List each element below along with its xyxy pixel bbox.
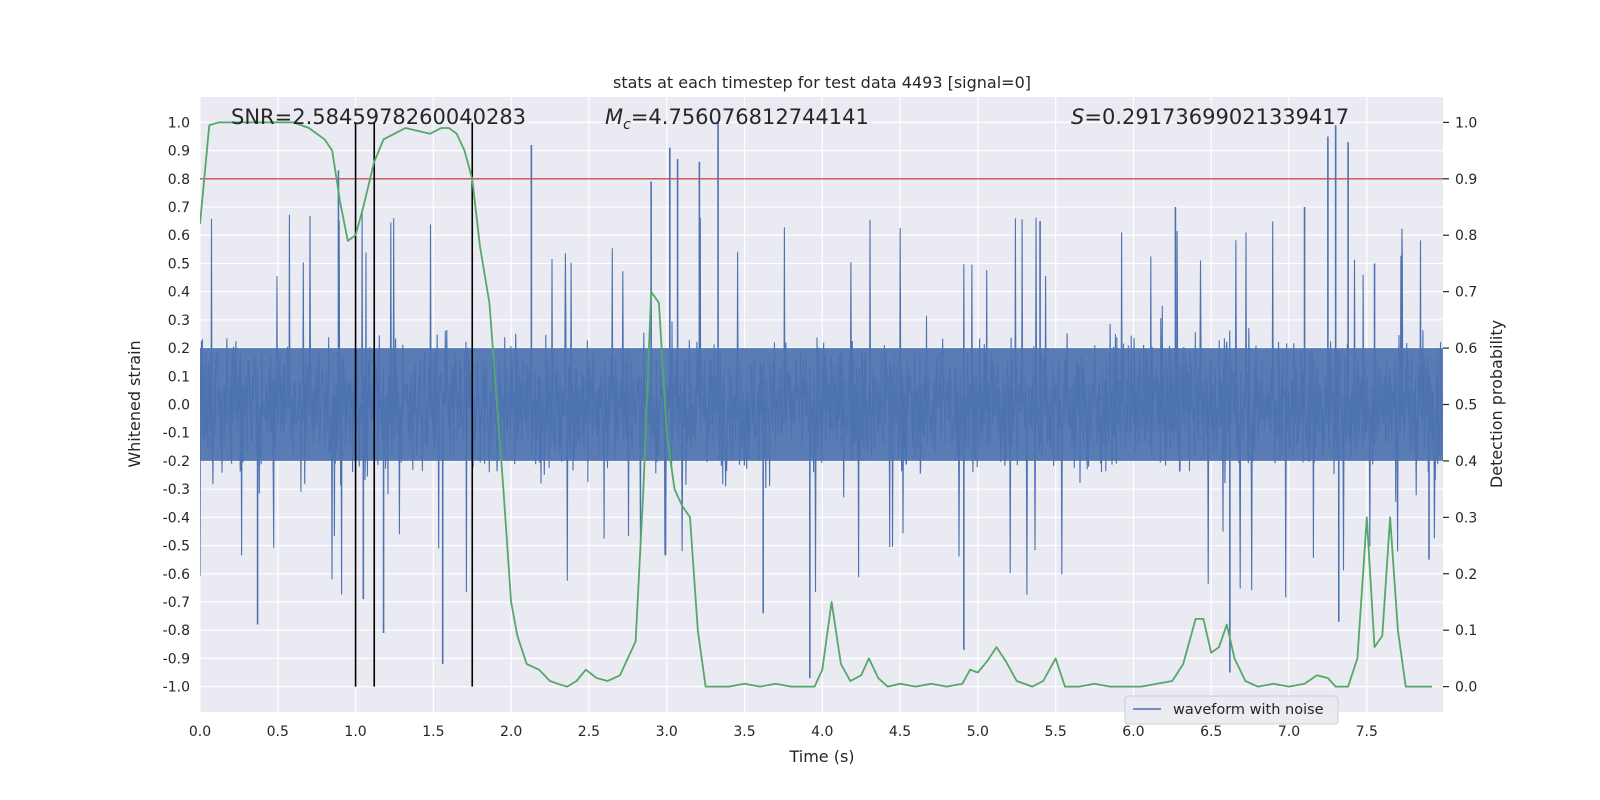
y2-tick-label: 0.0 — [1455, 680, 1477, 696]
x-tick-label: 3.0 — [656, 724, 678, 740]
y2-tick-label: 0.7 — [1455, 285, 1477, 301]
x-tick-label: 1.5 — [422, 724, 444, 740]
y2-tick-label: 0.1 — [1455, 623, 1477, 639]
strain-series — [200, 122, 1443, 679]
y2-tick-label: 0.3 — [1455, 510, 1477, 526]
y-tick-label: -0.2 — [163, 454, 190, 470]
y2-tick-label: 0.2 — [1455, 567, 1477, 583]
y-tick-label: 0.2 — [168, 341, 190, 357]
snr-annotation: SNR=2.5845978260040283 — [231, 105, 526, 129]
strain-core — [200, 348, 1443, 461]
y2-tick-label: 0.6 — [1455, 341, 1477, 357]
x-tick-label: 2.5 — [578, 724, 600, 740]
y-tick-label: -0.9 — [163, 651, 190, 667]
x-tick-label: 6.5 — [1200, 724, 1222, 740]
y-tick-label: 0.8 — [168, 172, 190, 188]
x-tick-label: 3.5 — [733, 724, 755, 740]
y-tick-label: -0.4 — [163, 510, 190, 526]
y-tick-label: -0.5 — [163, 539, 190, 555]
probability-series — [200, 121, 1433, 688]
x-tick-label: 4.5 — [889, 724, 911, 740]
x-tick-label: 5.0 — [967, 724, 989, 740]
legend: waveform with noise — [1124, 695, 1339, 725]
x-axis-label: Time (s) — [788, 747, 854, 766]
x-tick-label: 7.5 — [1356, 724, 1378, 740]
y2-tick-label: 0.8 — [1455, 228, 1477, 244]
x-tick-label: 7.0 — [1278, 724, 1300, 740]
mc-subscript: c — [623, 117, 631, 133]
mc-value: =4.756076812744141 — [631, 105, 869, 129]
y-tick-label: 0.6 — [168, 228, 190, 244]
y-tick-label: 0.1 — [168, 369, 190, 385]
y-tick-label: 0.7 — [168, 200, 190, 216]
y2-tick-label: 0.4 — [1455, 454, 1477, 470]
y-tick-label: 0.9 — [168, 144, 190, 160]
y-axis-label: Whitened strain — [125, 340, 144, 467]
y-tick-label: -0.3 — [163, 482, 190, 498]
y-tick-label: 1.0 — [168, 115, 190, 131]
y2-tick-label: 0.9 — [1455, 172, 1477, 188]
y2-tick-label: 0.5 — [1455, 398, 1477, 414]
chart-title: stats at each timestep for test data 449… — [613, 73, 1031, 92]
y-tick-label: -1.0 — [163, 680, 190, 696]
mc-symbol: M — [605, 105, 623, 129]
y2-tick-label: 1.0 — [1455, 115, 1477, 131]
x-tick-label: 6.0 — [1122, 724, 1144, 740]
axes: 0.0 0.5 1.0 1.5 2.0 2.5 3.0 3.5 4.0 4.5 5.0 5.5 6.0 6… — [163, 115, 1478, 740]
x-tick-label: 0.5 — [267, 724, 289, 740]
legend-entry: waveform with noise — [1173, 702, 1324, 718]
y-tick-label: -0.6 — [163, 567, 190, 583]
y-tick-label: 0.3 — [168, 313, 190, 329]
s-value: =0.29173699021339417 — [1084, 105, 1349, 129]
y-tick-label: 0.0 — [168, 398, 190, 414]
probability-line — [200, 121, 1433, 688]
x-tick-label: 0.0 — [189, 724, 211, 740]
x-tick-label: 1.0 — [344, 724, 366, 740]
marker-lines — [200, 122, 1443, 687]
s-symbol: S — [1071, 105, 1084, 129]
y-tick-label: 0.5 — [168, 256, 190, 272]
y-tick-label: -0.7 — [163, 595, 190, 611]
x-tick-label: 5.5 — [1044, 724, 1066, 740]
y-tick-label: 0.4 — [168, 285, 190, 301]
legend-box — [1124, 695, 1339, 725]
mc-annotation: Mc=4.756076812744141 — [605, 105, 869, 133]
y2-axis-label: Detection probability — [1487, 320, 1506, 488]
y-tick-label: -0.8 — [163, 623, 190, 639]
y-tick-label: -0.1 — [163, 426, 190, 442]
x-tick-label: 4.0 — [811, 724, 833, 740]
x-tick-label: 2.0 — [500, 724, 522, 740]
s-annotation: S=0.29173699021339417 — [1071, 105, 1349, 129]
